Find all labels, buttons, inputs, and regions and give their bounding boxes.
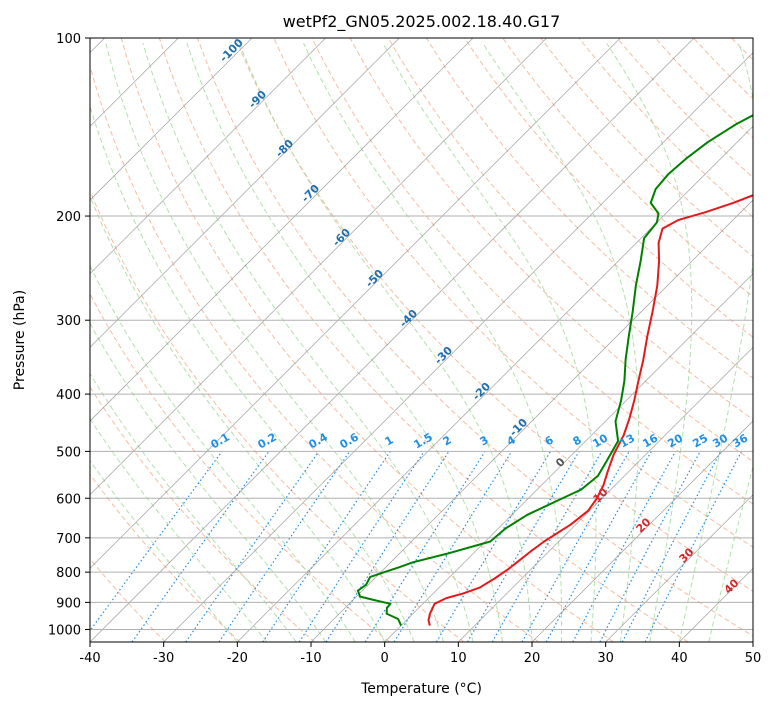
dry-adiabat-line	[90, 189, 465, 642]
x-tick-label: 30	[597, 651, 614, 666]
plot-area	[90, 38, 753, 642]
isotherm-line	[90, 38, 547, 496]
x-tick-label: 50	[745, 651, 762, 666]
mixing-ratio-line	[90, 451, 223, 632]
y-tick-label: 300	[56, 314, 81, 329]
dry-adiabat-line	[90, 385, 316, 642]
y-tick-label: 200	[56, 210, 81, 225]
mixing-ratio-line	[521, 451, 630, 642]
moist-adiabat-line	[382, 42, 597, 642]
x-axis-title: Temperature (°C)	[360, 681, 482, 697]
moist-adiabat-line	[482, 42, 640, 642]
dry-adiabat-line	[349, 38, 753, 463]
isotherm-line	[90, 38, 695, 642]
isotherm-line	[384, 273, 753, 642]
temperature-profile-line	[427, 194, 753, 626]
moist-adiabat-line	[708, 464, 753, 642]
x-tick-label: 0	[381, 651, 389, 666]
x-tick-label: 20	[524, 651, 541, 666]
mixing-ratio-line	[435, 451, 552, 642]
moist-adiabat-line	[238, 42, 533, 642]
dry-adiabat-line	[90, 473, 241, 642]
plot-frame	[89, 37, 754, 643]
mixing-ratio-line	[393, 451, 513, 642]
dry-adiabat-line	[425, 38, 753, 379]
dry-adiabat-line	[273, 38, 753, 548]
mixing-ratio-line	[466, 451, 580, 642]
x-tick-label: 10	[450, 651, 467, 666]
isotherm-line	[90, 38, 253, 201]
x-axis: -40 -30 -20 -10 0 10 20 30 40 50	[79, 642, 761, 666]
y-tick-label: 100	[56, 32, 81, 47]
mixing-ratio-line	[491, 451, 603, 642]
y-tick-label: 700	[56, 532, 81, 547]
isotherm-line	[310, 199, 753, 642]
x-tick-label: -10	[300, 651, 321, 666]
x-tick-label: -40	[79, 651, 100, 666]
moist-adiabat-line	[90, 418, 268, 642]
isotherm-line	[163, 52, 753, 642]
dry-adiabat-line	[120, 38, 614, 642]
dry-adiabat-line	[464, 38, 753, 338]
y-tick-label: 400	[56, 388, 81, 403]
isotherm-line	[458, 346, 753, 642]
moist-adiabat-line	[678, 42, 753, 642]
moist-adiabat-line	[105, 42, 445, 642]
moist-adiabat-line	[142, 42, 474, 642]
moist-adiabat-line	[90, 104, 415, 642]
dry-adiabat-line	[578, 38, 753, 218]
isotherm-line	[531, 420, 753, 642]
dry-adiabat-line	[311, 38, 753, 505]
isotherm-line	[90, 38, 621, 569]
isotherm-line	[90, 38, 326, 275]
y-tick-label: 600	[56, 492, 81, 507]
chart-title: wetPf2_GN05.2025.002.18.40.G17	[283, 12, 561, 32]
x-tick-label: 40	[671, 651, 688, 666]
moist-adiabat-line	[606, 42, 693, 642]
x-tick-label: -30	[153, 651, 174, 666]
y-tick-label: 1000	[48, 623, 81, 638]
y-axis: 100 200 300 400 500 600 700 800 900 1000	[48, 32, 90, 638]
mixing-ratio-line	[131, 451, 270, 642]
dry-adiabat-line	[90, 292, 390, 642]
x-tick-label: -20	[227, 651, 248, 666]
moist-adiabat-line	[90, 459, 238, 642]
y-tick-label: 800	[56, 566, 81, 581]
dry-adiabat-line	[90, 63, 540, 642]
moist-adiabat-line	[90, 322, 327, 642]
dewpoint-profile-line	[356, 114, 753, 627]
moist-adiabat-line	[90, 195, 386, 642]
y-tick-label: 500	[56, 445, 81, 460]
isotherm-line	[90, 38, 400, 348]
mixing-ratio-line	[572, 451, 677, 642]
mixing-ratio-line	[325, 451, 450, 642]
y-tick-label: 900	[56, 596, 81, 611]
isotherm-line	[90, 38, 474, 422]
mixing-ratio-line	[364, 451, 486, 642]
y-axis-title: Pressure (hPa)	[12, 290, 28, 390]
isotherm-line	[605, 494, 753, 642]
mixing-ratio-line	[218, 451, 351, 642]
moist-adiabat-line	[90, 264, 356, 642]
isotherm-line	[237, 125, 753, 642]
moist-adiabat-line	[186, 42, 503, 642]
mixing-ratio-line	[545, 451, 652, 642]
moist-adiabat-line	[303, 42, 563, 642]
